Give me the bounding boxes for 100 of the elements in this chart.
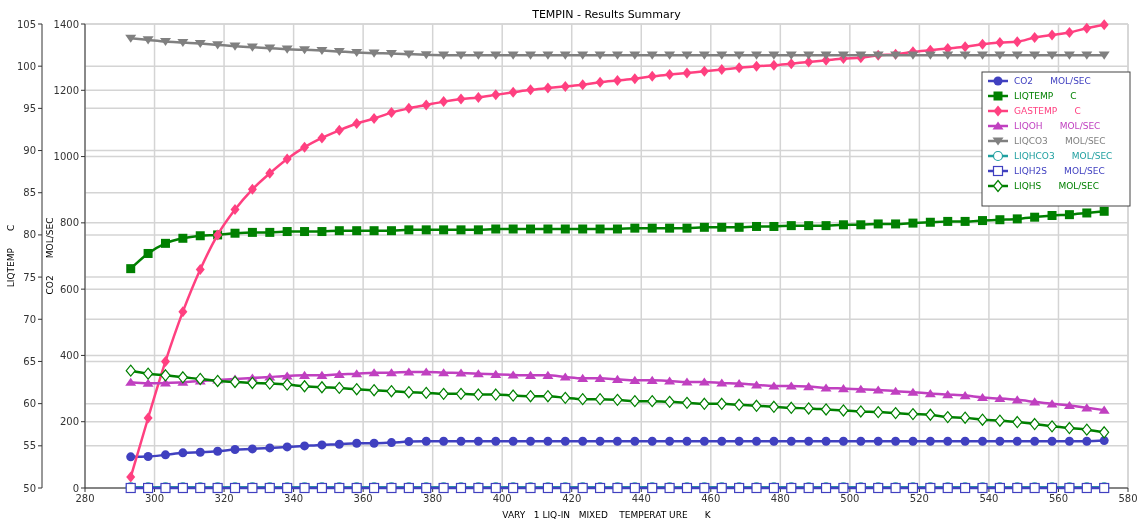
point [508, 436, 518, 446]
point [578, 436, 588, 446]
point [421, 99, 431, 111]
point [404, 102, 414, 114]
point [473, 388, 484, 401]
point [698, 377, 710, 386]
point [838, 436, 848, 446]
point [1064, 436, 1074, 446]
x-tick-label: 300 [144, 493, 165, 504]
point [491, 224, 501, 234]
point [769, 436, 779, 446]
point [907, 387, 919, 396]
y-tick-label: 100 [16, 60, 36, 72]
point [386, 107, 396, 119]
x-tick-label: 560 [1048, 493, 1069, 504]
y-tick-label: 95 [23, 102, 36, 114]
point [473, 225, 483, 235]
point [665, 436, 675, 446]
point [386, 385, 397, 398]
point [994, 414, 1005, 427]
point [664, 376, 676, 385]
point [351, 48, 363, 57]
point [681, 396, 693, 409]
point [577, 373, 589, 382]
point [665, 69, 675, 81]
point [751, 399, 762, 412]
point [143, 367, 154, 380]
point [734, 398, 745, 411]
point [977, 393, 988, 402]
point [734, 62, 744, 74]
point [317, 440, 327, 450]
point [578, 79, 588, 91]
point [682, 67, 692, 79]
point [439, 96, 449, 108]
legend-label: CO2 MOL/SEC [1014, 76, 1091, 86]
point [1063, 400, 1075, 410]
point [230, 204, 240, 216]
y2-axis-title: CO2 MOL/SEC [45, 217, 55, 295]
point [282, 378, 293, 391]
point [786, 221, 796, 231]
point [1082, 208, 1092, 218]
point [804, 436, 814, 446]
point [943, 436, 953, 446]
x-tick-label: 420 [562, 493, 582, 504]
point [126, 471, 136, 483]
point [1047, 211, 1057, 221]
point [1099, 426, 1110, 439]
point [160, 369, 171, 382]
point [1081, 423, 1092, 436]
legend-label: LIQCO3 MOL/SEC [1014, 136, 1106, 146]
y2-tick-label: 1400 [53, 18, 79, 30]
point [386, 226, 396, 236]
point [942, 390, 954, 399]
point [351, 383, 362, 396]
legend-label: LIQOH MOL/SEC [1014, 121, 1101, 131]
point [560, 224, 570, 234]
y-tick-label: 50 [23, 482, 36, 494]
point [595, 224, 605, 234]
point [717, 436, 727, 446]
point [352, 226, 362, 236]
point [838, 220, 848, 230]
point [543, 224, 553, 234]
point [247, 183, 257, 195]
chart-title: TEMPIN - Results Summary [531, 8, 682, 21]
point [1046, 399, 1058, 408]
point [665, 223, 675, 233]
point [768, 381, 780, 390]
point [352, 118, 362, 130]
point [1012, 214, 1022, 224]
point [925, 436, 935, 446]
point [682, 223, 692, 233]
point [142, 36, 154, 45]
point [177, 371, 188, 384]
point [420, 51, 432, 60]
point [820, 403, 832, 416]
point [943, 216, 953, 226]
point [421, 436, 431, 446]
y-axis-title: LIQTEMP C [6, 224, 16, 288]
point [1099, 436, 1109, 446]
point [316, 46, 328, 56]
point [612, 75, 622, 87]
x-tick-label: 440 [631, 493, 651, 504]
point [681, 377, 693, 386]
point [734, 436, 744, 446]
point [630, 436, 640, 446]
point [803, 402, 814, 415]
y2-tick-label: 400 [59, 349, 79, 361]
x-tick-label: 360 [353, 493, 373, 504]
point [143, 452, 153, 462]
point [265, 227, 275, 237]
point [316, 370, 328, 379]
point [716, 378, 728, 387]
point [368, 384, 380, 397]
point [838, 404, 849, 417]
point [647, 223, 657, 233]
point [282, 153, 292, 165]
point [316, 381, 328, 394]
point [352, 438, 362, 448]
point [334, 226, 344, 236]
point [195, 231, 205, 241]
